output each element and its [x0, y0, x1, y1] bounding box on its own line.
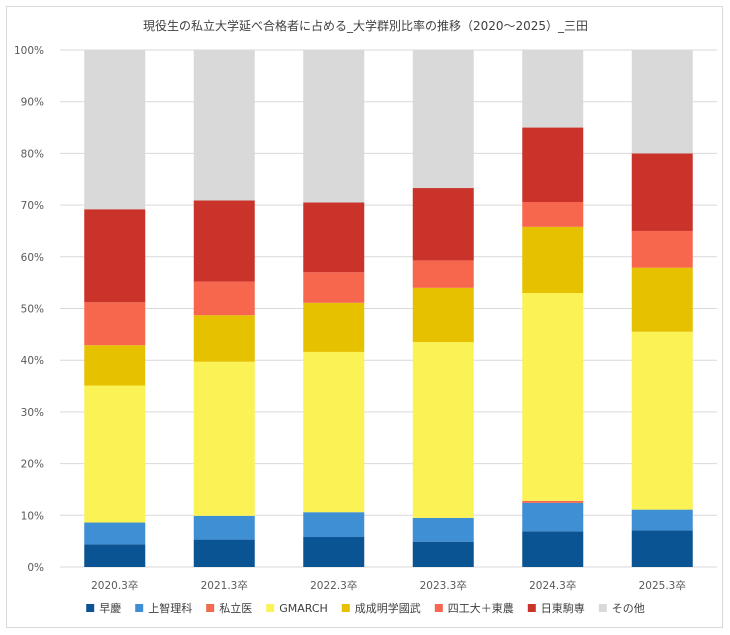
x-tick-label: 2025.3卒: [639, 579, 686, 592]
bar-segment: [412, 287, 474, 343]
y-tick-label: 20%: [21, 459, 44, 471]
bar-segment: [412, 342, 474, 518]
bar-segment: [522, 226, 584, 293]
y-tick-label: 10%: [21, 510, 44, 522]
bar-segment: [303, 351, 365, 513]
bar-segment: [193, 315, 255, 362]
bar-segment: [522, 502, 584, 532]
legend-label: 成成明学國武: [355, 601, 421, 615]
bar-segment: [193, 50, 255, 201]
bar-segment: [193, 515, 255, 540]
legend-label: その他: [612, 602, 645, 615]
legend-swatch: [206, 604, 215, 612]
bar-segment: [84, 302, 146, 346]
legend: 早慶 上智理科 私立医 GMARCH 成成明学國武 四工大＋東農 日東駒専 その他: [86, 601, 645, 615]
bar-segment: [193, 361, 255, 516]
legend-swatch: [341, 604, 350, 612]
legend-swatch: [434, 604, 443, 612]
stacked-bar-chart: 現役生の私立大学延べ合格者に占める_大学群別比率の推移（2020～2025）_三…: [14, 18, 717, 615]
bar-segment: [84, 544, 146, 567]
bar-segment: [631, 509, 693, 531]
y-tick-label: 100%: [14, 45, 44, 57]
bar-segment: [303, 272, 365, 303]
bar-segment: [193, 539, 255, 567]
bar-segment: [84, 50, 146, 210]
y-tick-label: 40%: [21, 355, 44, 367]
bar-segment: [522, 292, 584, 501]
bar-segment: [412, 541, 474, 567]
legend-label: 私立医: [219, 601, 252, 615]
bar-segment: [84, 345, 146, 386]
x-tick-label: 2024.3卒: [529, 579, 576, 592]
legend-swatch: [266, 604, 275, 612]
bar-segment: [522, 201, 584, 227]
legend-label: 日東駒専: [541, 602, 585, 615]
y-tick-label: 60%: [21, 252, 44, 264]
y-tick-label: 30%: [21, 407, 44, 419]
bar-segment: [412, 517, 474, 542]
bar-segment: [303, 512, 365, 538]
legend-swatch: [135, 604, 144, 612]
chart-title: 現役生の私立大学延べ合格者に占める_大学群別比率の推移（2020～2025）_三…: [143, 18, 588, 33]
bar-segment: [522, 127, 584, 202]
y-axis-tick-labels: 0% 10% 20% 30% 40% 50% 60% 70% 80% 90% 100%: [14, 45, 44, 574]
chart-frame: 現役生の私立大学延べ合格者に占める_大学群別比率の推移（2020～2025）_三…: [6, 6, 723, 628]
bar-segment: [412, 260, 474, 288]
legend-swatch: [598, 604, 607, 612]
bar-segment: [631, 153, 693, 231]
legend-label: 四工大＋東農: [448, 601, 514, 615]
bar-segment: [84, 522, 146, 545]
bar-segment: [522, 500, 584, 503]
bar-segment: [303, 302, 365, 352]
grid-lines: [60, 49, 717, 568]
legend-swatch: [527, 604, 536, 612]
y-tick-label: 80%: [21, 148, 44, 160]
bars: [84, 50, 693, 567]
bar-segment: [522, 531, 584, 567]
bar-segment: [193, 200, 255, 282]
x-tick-label: 2020.3卒: [91, 579, 138, 592]
bar-segment: [303, 50, 365, 203]
bar-segment: [84, 385, 146, 523]
bar-segment: [631, 530, 693, 567]
x-axis-tick-labels: 2020.3卒 2021.3卒 2022.3卒 2023.3卒 2024.3卒 2025.…: [91, 579, 686, 592]
bar-segment: [193, 281, 255, 316]
bar-segment: [631, 50, 693, 154]
y-tick-label: 90%: [21, 97, 44, 109]
bar-segment: [631, 331, 693, 510]
x-tick-label: 2021.3卒: [201, 579, 248, 592]
bar-segment: [303, 537, 365, 567]
x-tick-label: 2022.3卒: [310, 579, 357, 592]
bar-segment: [522, 50, 584, 128]
legend-label: GMARCH: [279, 602, 328, 615]
legend-label: 上智理科: [148, 601, 192, 615]
bar-segment: [412, 188, 474, 261]
legend-label: 早慶: [99, 601, 121, 615]
bar-segment: [631, 230, 693, 268]
bar-segment: [303, 202, 365, 273]
y-tick-label: 70%: [21, 200, 44, 212]
bar-segment: [631, 267, 693, 332]
y-tick-label: 50%: [21, 304, 44, 316]
bar-segment: [412, 50, 474, 189]
legend-swatch: [86, 604, 95, 612]
bar-segment: [84, 209, 146, 303]
y-tick-label: 0%: [27, 562, 44, 574]
x-tick-label: 2023.3卒: [420, 579, 467, 592]
